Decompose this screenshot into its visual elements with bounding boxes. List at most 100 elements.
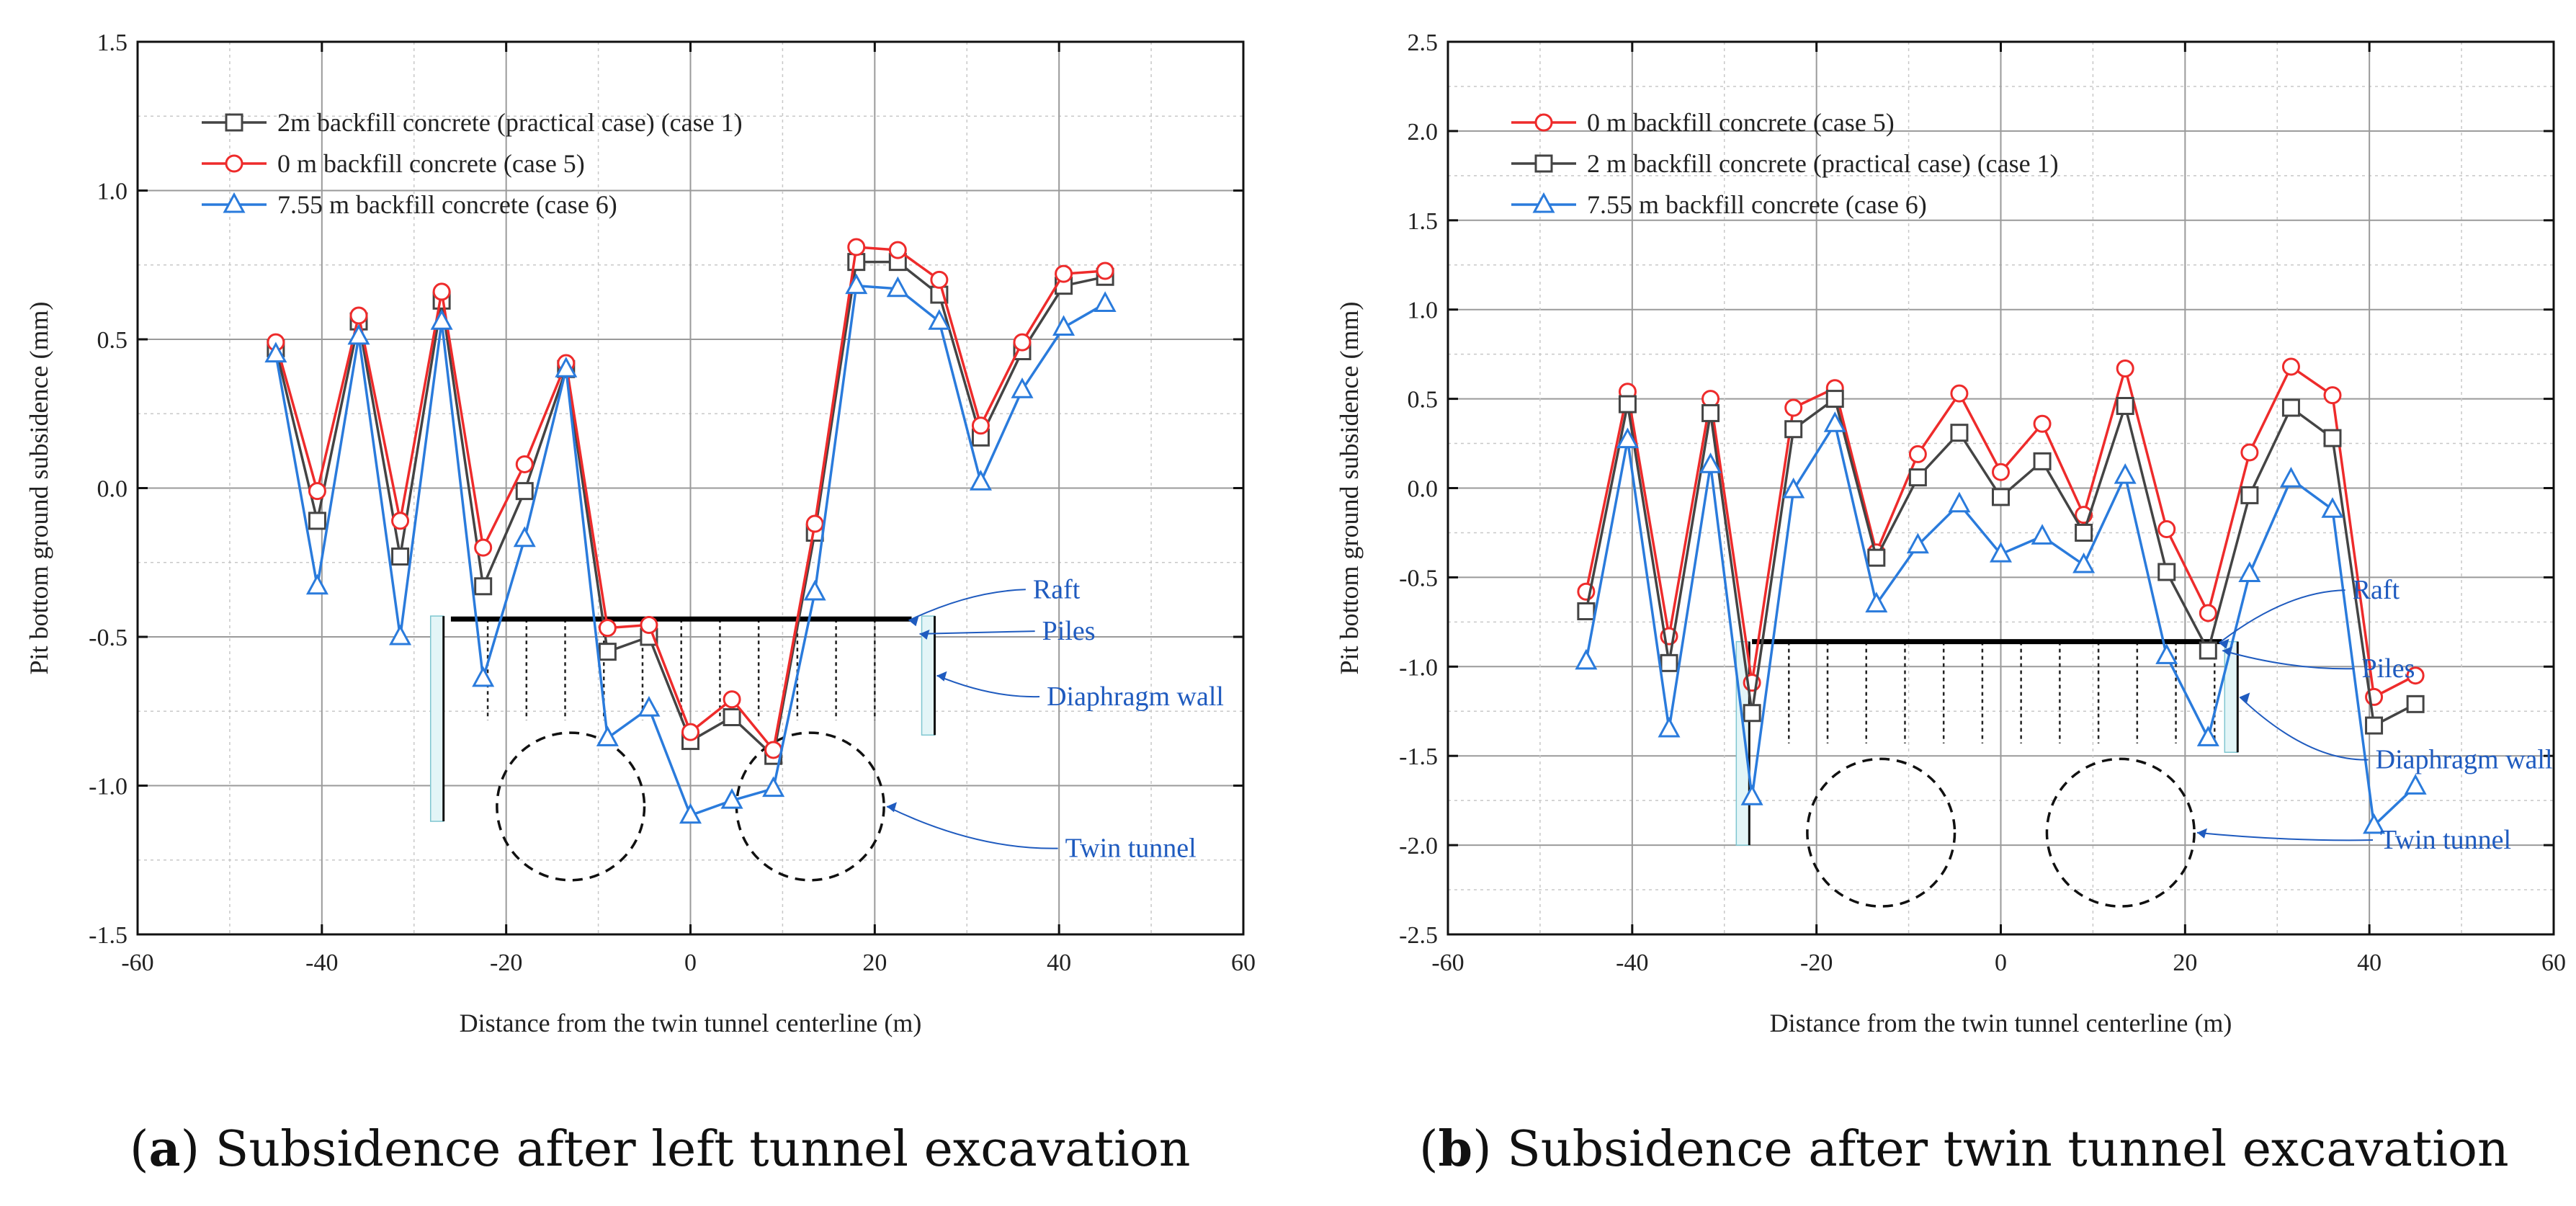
data-point bbox=[2279, 466, 2302, 488]
legend-label: 2 m backfill concrete (practical case) (… bbox=[1587, 149, 2059, 178]
tunnel-right bbox=[735, 731, 885, 882]
series-case1 bbox=[1577, 390, 2425, 735]
tunnel-annotation-arrowhead bbox=[886, 802, 897, 813]
data-point bbox=[1989, 542, 2013, 563]
data-point bbox=[513, 526, 536, 548]
legend-marker bbox=[225, 113, 243, 132]
wall-annotation-leader bbox=[936, 674, 1040, 698]
data-point bbox=[1616, 427, 1639, 449]
x-axis-label: Distance from the twin tunnel centerline… bbox=[1770, 1009, 2232, 1037]
legend: 2m backfill concrete (practical case) (c… bbox=[202, 108, 743, 219]
wall-annotation-label: Diaphragm wall bbox=[1047, 682, 1224, 712]
panel-a: -1.5 -1.0 -0.5 0.0 0.5 1.0 1.5 -60 -40 -20 0 20 40 60… bbox=[24, 30, 1256, 1037]
data-point bbox=[2281, 398, 2300, 417]
data-point bbox=[803, 579, 826, 601]
annotations: Raft Piles Diaphragm wall Twin tunnel bbox=[2196, 575, 2553, 855]
data-point bbox=[308, 482, 326, 501]
data-point bbox=[349, 306, 368, 325]
x-tick-label: -40 bbox=[1616, 950, 1648, 976]
data-point bbox=[845, 273, 868, 295]
y-tick-label: 2.0 bbox=[1408, 119, 1439, 146]
data-point bbox=[640, 615, 658, 634]
x-tick-label: 60 bbox=[1231, 950, 1256, 976]
data-point bbox=[391, 512, 410, 530]
data-point bbox=[1992, 488, 2010, 506]
tunnel-right bbox=[2045, 757, 2196, 908]
data-point bbox=[2157, 519, 2176, 538]
data-point bbox=[723, 708, 741, 727]
data-point bbox=[1782, 477, 1805, 499]
tunnel-annotation-label: Twin tunnel bbox=[2380, 825, 2511, 855]
data-point bbox=[2116, 397, 2134, 416]
legend-marker bbox=[225, 154, 243, 173]
legend-label: 0 m backfill concrete (case 5) bbox=[277, 149, 585, 178]
y-tick-label: 1.0 bbox=[1408, 298, 1439, 324]
x-tick-label: 0 bbox=[684, 950, 697, 976]
data-point bbox=[2072, 552, 2096, 573]
data-point bbox=[472, 666, 495, 687]
wall-annotation-label: Diaphragm wall bbox=[2376, 745, 2553, 775]
y-axis-label: Pit bottom ground subsidence (mm) bbox=[1335, 302, 1364, 675]
data-point bbox=[2240, 443, 2259, 462]
data-point bbox=[1784, 398, 1803, 417]
tunnel-left bbox=[1806, 757, 1956, 908]
data-point bbox=[1660, 653, 1678, 672]
data-point bbox=[305, 573, 328, 595]
y-tick-label: 1.5 bbox=[97, 30, 128, 56]
data-point bbox=[2033, 452, 2052, 470]
data-point bbox=[2363, 813, 2386, 834]
data-point bbox=[2321, 497, 2344, 518]
foundation-structure bbox=[429, 615, 936, 882]
data-point bbox=[971, 416, 990, 435]
data-point bbox=[2114, 463, 2137, 484]
piles-annotation-leader bbox=[919, 630, 1035, 635]
data-point bbox=[474, 577, 493, 596]
data-point bbox=[928, 309, 951, 330]
data-point bbox=[888, 241, 907, 259]
legend-marker bbox=[1534, 113, 1553, 132]
piles-annotation-label: Piles bbox=[1042, 616, 1096, 646]
data-point bbox=[1013, 333, 1032, 352]
panel-b: -2.5 -2.0 -1.5 -1.0 -0.5 0.0 0.5 1.0 1.5 2.0 2.5 -6… bbox=[1335, 30, 2566, 1037]
data-point bbox=[2075, 523, 2093, 542]
tunnel-annotation-arrowhead bbox=[2196, 828, 2207, 839]
data-point bbox=[805, 514, 824, 533]
data-point bbox=[1992, 463, 2010, 481]
data-point bbox=[391, 547, 410, 566]
tunnel-annotation-leader bbox=[886, 805, 1058, 849]
data-point bbox=[1784, 420, 1803, 439]
data-point bbox=[847, 238, 866, 256]
data-point bbox=[681, 723, 699, 741]
series-case6 bbox=[264, 273, 1117, 824]
y-tick-label: -1.0 bbox=[89, 774, 128, 800]
data-point bbox=[2406, 666, 2425, 685]
y-tick-label: -1.5 bbox=[89, 922, 128, 949]
data-point bbox=[1740, 785, 1763, 805]
data-point bbox=[679, 803, 702, 824]
diaphragm-wall-right bbox=[2224, 640, 2239, 753]
data-point bbox=[1658, 716, 1681, 738]
y-tick-label: -2.5 bbox=[1399, 922, 1438, 949]
data-point bbox=[1094, 291, 1117, 312]
data-point bbox=[930, 270, 949, 289]
data-point bbox=[969, 470, 992, 491]
raft-annotation-leader bbox=[2218, 589, 2345, 644]
data-point bbox=[389, 624, 412, 646]
piles-annotation-arrowhead bbox=[2222, 646, 2233, 656]
legend-marker bbox=[1534, 154, 1553, 173]
data-point bbox=[1743, 704, 1761, 723]
data-point bbox=[555, 357, 578, 378]
data-point bbox=[2238, 561, 2261, 582]
piles-annotation-arrowhead bbox=[919, 629, 930, 640]
data-point bbox=[1096, 262, 1114, 280]
data-point bbox=[432, 282, 451, 301]
data-point bbox=[2323, 429, 2342, 447]
data-point bbox=[308, 512, 326, 530]
data-point bbox=[2404, 774, 2427, 795]
data-point bbox=[2196, 725, 2219, 746]
data-point bbox=[1950, 424, 1969, 442]
data-point bbox=[2155, 643, 2178, 664]
data-point bbox=[474, 538, 493, 557]
x-tick-label: 0 bbox=[1995, 950, 2007, 976]
y-tick-label: 0.5 bbox=[97, 327, 128, 354]
